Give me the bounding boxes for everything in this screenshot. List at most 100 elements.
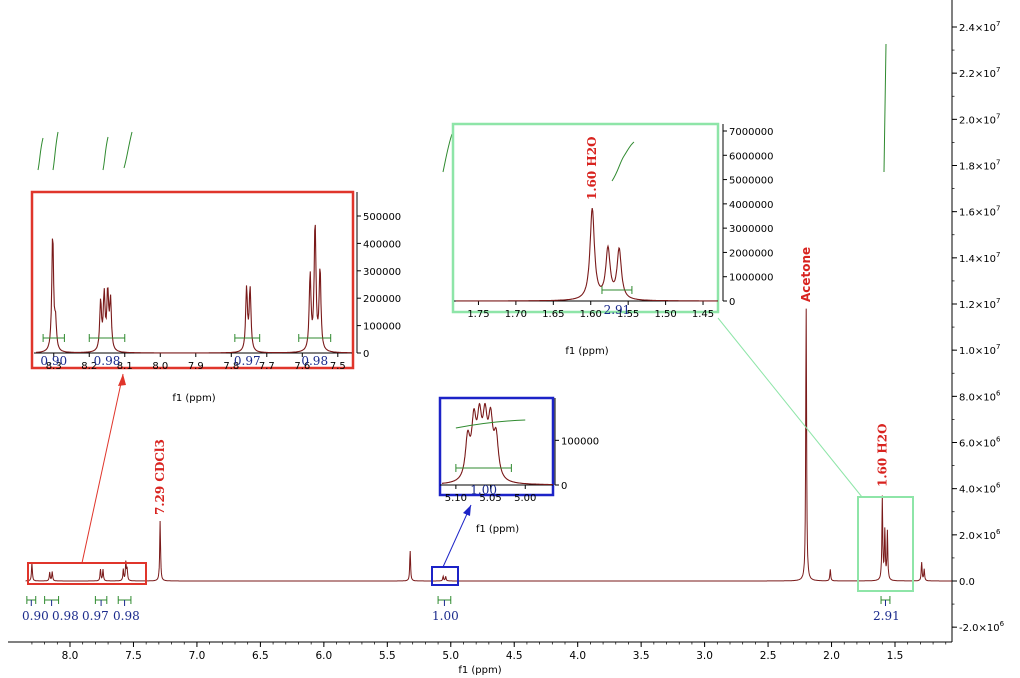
inset-x-axis-label: f1 (ppm) <box>565 346 608 357</box>
y-tick-exp: 7 <box>996 66 1000 74</box>
x-tick-label: 3.0 <box>696 650 713 662</box>
y-tick-exp: 7 <box>996 205 1000 213</box>
connector-aromatic <box>81 373 124 564</box>
inset-y-tick-label: 0 <box>729 297 735 308</box>
zoom-box-olefinic <box>431 566 459 586</box>
y-tick-exp: 7 <box>996 251 1000 259</box>
peak-annotation: Acetone <box>799 247 813 302</box>
y-tick-label: 2.0×107 <box>959 112 1000 126</box>
inset-integral-value: 2.91 <box>604 303 631 317</box>
inset-y-tick-label: 200000 <box>363 294 401 305</box>
inset-x-axis-label: f1 (ppm) <box>476 524 519 535</box>
y-tick-label: 4.0×106 <box>959 482 1001 496</box>
x-tick-label: 1.5 <box>887 650 904 662</box>
y-tick-base: 6.0×10 <box>959 439 996 450</box>
y-tick-base: 0.0 <box>959 577 975 588</box>
y-tick-exp: 7 <box>996 159 1000 167</box>
y-tick-base: 2.2×10 <box>959 69 996 80</box>
inset-y-tick-label: 5000000 <box>729 176 774 187</box>
inset-x-tick-label: 1.70 <box>505 309 527 320</box>
y-tick-label: 1.4×107 <box>959 251 1000 265</box>
x-tick-label: 6.5 <box>252 650 269 662</box>
main-plot: 8.0 7.5 7.0 6.5 6.0 5.5 5.0 4.5 4.0 3.5 3.0 2.5 2.0 1… <box>8 0 1005 676</box>
inset-x-tick-label: 8.0 <box>152 361 168 372</box>
y-tick-label: 8.0×106 <box>959 389 1001 403</box>
y-tick-exp: 6 <box>996 436 1001 444</box>
x-tick-label: 5.5 <box>379 650 396 662</box>
y-tick-exp: 7 <box>996 20 1000 28</box>
connector-water <box>717 317 863 498</box>
y-tick-label: 1.6×107 <box>959 205 1000 219</box>
inset-frame <box>438 396 555 497</box>
y-tick-label: 2.2×107 <box>959 66 1000 80</box>
y-tick-label: 1.2×107 <box>959 297 1000 311</box>
integral-value: 2.91 <box>873 609 900 623</box>
inset-integral-value: 0.90 <box>40 354 67 368</box>
zoom-box-water <box>857 496 914 592</box>
inset-olefinic: 5.10 5.05 5.00 f1 (ppm) 0 100000 1.00 <box>438 396 599 535</box>
inset-x-tick-label: 7.7 <box>259 361 275 372</box>
x-tick-label: 3.5 <box>633 650 650 662</box>
inset-y-tick-label: 0 <box>561 481 567 492</box>
y-tick-exp: 7 <box>996 297 1000 305</box>
inset-x-axis-label: f1 (ppm) <box>172 393 215 404</box>
peak-annotation: 1.60 H2O <box>875 423 889 487</box>
x-tick-label: 8.0 <box>62 650 79 662</box>
x-tick-label: 5.0 <box>442 650 459 662</box>
inset-integral-curve <box>455 419 526 429</box>
inset-x-tick-label: 1.60 <box>580 309 602 320</box>
integral-curve <box>883 43 887 173</box>
y-tick-label: -2.0×106 <box>959 620 1005 634</box>
y-tick-exp: 6 <box>996 528 1001 536</box>
integral-curve <box>123 131 133 169</box>
integral-value: 0.97 <box>82 609 109 623</box>
inset-x-tick-label: 7.6 <box>294 361 310 372</box>
inset-integral-curve <box>611 141 635 182</box>
x-tick-label: 4.0 <box>569 650 586 662</box>
inset-integral-value: 0.98 <box>94 354 121 368</box>
x-tick-label: 7.0 <box>189 650 206 662</box>
inset-y-tick-label: 4000000 <box>729 200 774 211</box>
inset-spectrum-trace <box>456 208 718 302</box>
inset-y-tick-label: 500000 <box>363 212 401 223</box>
inset-water: 1.75 1.70 1.65 1.60 1.55 1.50 1.45 f1 (ppm) 0 100… <box>451 122 774 357</box>
inset-spectrum-trace <box>35 224 352 354</box>
connector-arrow <box>463 505 471 516</box>
inset-spectrum-trace <box>442 402 553 486</box>
inset-y-tick-label: 6000000 <box>729 151 774 162</box>
inset-y-tick-label: 3000000 <box>729 224 774 235</box>
inset-x-tick-label: 8.1 <box>117 361 133 372</box>
y-tick-base: 2.0×10 <box>959 115 996 126</box>
y-tick-label: 2.0×106 <box>959 528 1001 542</box>
inset-aromatic: 8.3 8.2 8.1 8.0 7.9 7.8 7.7 7.6 7.5 f1 (ppm) 0 1000… <box>30 190 401 404</box>
y-tick-label: 1.0×107 <box>959 343 1000 357</box>
inset-y-tick-label: 100000 <box>363 322 401 333</box>
y-tick-base: 8.0×10 <box>959 392 996 403</box>
y-tick-exp: 7 <box>996 112 1000 120</box>
y-tick-exp: 7 <box>996 343 1000 351</box>
inset-integral-value: 0.98 <box>301 354 328 368</box>
y-tick-label: 0.0 <box>959 577 975 588</box>
inset-peak-annotation: 1.60 H2O <box>585 136 599 200</box>
inset-x-tick-label: 5.10 <box>445 493 467 504</box>
inset-x-tick-label: 8.2 <box>81 361 97 372</box>
integral-curve <box>37 137 44 171</box>
inset-x-tick-label: 7.5 <box>330 361 346 372</box>
integral-value: 0.98 <box>113 609 140 623</box>
x-tick-label: 7.5 <box>125 650 142 662</box>
integral-value: 0.90 <box>22 609 49 623</box>
integral-curve <box>442 133 453 173</box>
y-tick-base: 1.8×10 <box>959 162 996 173</box>
spectrum-trace <box>25 308 952 582</box>
inset-integral-value: 0.97 <box>234 354 261 368</box>
y-tick-label: 6.0×106 <box>959 436 1001 450</box>
inset-x-tick-label: 1.75 <box>467 309 489 320</box>
inset-x-tick-label: 7.8 <box>223 361 239 372</box>
inset-x-tick-label: 1.50 <box>654 309 676 320</box>
y-tick-base: 1.6×10 <box>959 208 996 219</box>
peak-annotation: 7.29 CDCl3 <box>153 439 167 515</box>
inset-x-tick-label: 1.45 <box>692 309 714 320</box>
inset-x-tick-label: 7.9 <box>188 361 204 372</box>
integral-curve <box>102 136 109 171</box>
